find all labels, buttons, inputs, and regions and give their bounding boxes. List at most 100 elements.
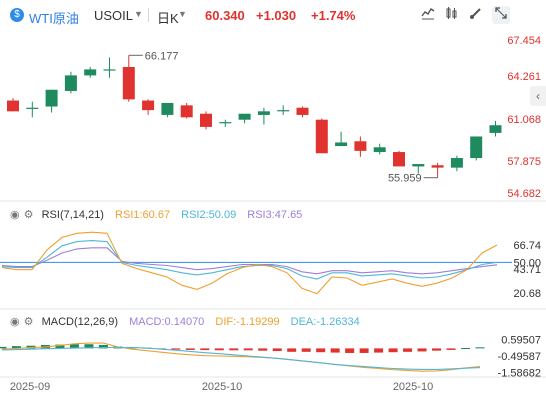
macd-histogram-bar bbox=[446, 348, 456, 350]
macd-tick-label: 0.59507 bbox=[501, 334, 541, 346]
price-tick-label: 54.682 bbox=[507, 188, 541, 200]
dea-value: DEA:-1.26334 bbox=[290, 316, 360, 328]
macd-histogram-bar bbox=[316, 348, 326, 353]
eye-icon[interactable]: ◉ bbox=[10, 316, 20, 328]
macd-histogram-bar bbox=[461, 348, 471, 350]
candle-body bbox=[200, 113, 212, 127]
candle-body bbox=[84, 69, 97, 76]
macd-histogram-bar bbox=[287, 348, 297, 352]
macd-histogram-bar bbox=[229, 348, 239, 351]
macd-histogram-bar bbox=[345, 348, 355, 353]
macd-tick-label: -1.58682 bbox=[498, 368, 541, 380]
macd-histogram-bar bbox=[388, 348, 398, 353]
candle-body bbox=[122, 67, 135, 100]
candle-body bbox=[142, 100, 155, 111]
symbol-logo-icon: $ bbox=[10, 8, 24, 22]
macd-tick-label: -0.49587 bbox=[498, 351, 541, 363]
timeframe-selector[interactable]: 日K bbox=[157, 11, 179, 26]
candle-body bbox=[373, 147, 386, 153]
candle-body bbox=[393, 152, 405, 167]
rsi1-line bbox=[1, 231, 498, 295]
candle-body bbox=[180, 105, 193, 118]
macd-histogram-bar bbox=[11, 346, 21, 349]
rsi2-value: RSI2:50.09 bbox=[181, 209, 237, 221]
candle-body bbox=[161, 102, 174, 115]
candle-body bbox=[238, 113, 251, 120]
rsi-title: RSI(7,14,21) bbox=[41, 209, 104, 221]
price-tick-label: 67.454 bbox=[507, 35, 541, 47]
macd-value: MACD:0.14070 bbox=[129, 316, 205, 328]
price-change: +1.030 bbox=[256, 8, 297, 23]
rsi-tick-label: 66.74 bbox=[513, 240, 541, 252]
macd-histogram-bar bbox=[0, 346, 7, 349]
candle-body bbox=[489, 125, 502, 133]
eye-icon[interactable]: ◉ bbox=[10, 209, 20, 221]
x-axis-label: 2025-09 bbox=[10, 381, 50, 393]
rsi1-value: RSI1:60.67 bbox=[115, 209, 171, 221]
chart-header: $ WTI原油 USOIL ▼ 日K ▼ 60.340 +1.030 +1.74… bbox=[0, 0, 546, 30]
macd-histogram-bar bbox=[69, 344, 79, 349]
rsi-tick-label: 20.68 bbox=[513, 288, 541, 300]
candle-body bbox=[296, 107, 309, 115]
macd-histogram-bar bbox=[330, 348, 340, 353]
macd-histogram-bar bbox=[243, 348, 253, 351]
candle-body bbox=[277, 110, 290, 112]
settings-icon[interactable]: ⚙ bbox=[23, 316, 34, 328]
rsi-tick-label: 43.71 bbox=[513, 264, 541, 276]
symbol-code[interactable]: USOIL bbox=[94, 8, 134, 23]
macd-histogram-bar bbox=[214, 348, 224, 351]
macd-histogram-bar bbox=[301, 348, 311, 352]
symbol-name[interactable]: WTI原油 bbox=[29, 11, 79, 26]
candle-body bbox=[219, 122, 232, 124]
candle-body bbox=[450, 158, 463, 168]
side-panel-collapse-icon[interactable]: ‹ bbox=[530, 86, 546, 106]
brush-icon[interactable] bbox=[467, 6, 485, 24]
candles: 66.177 55.959 bbox=[7, 50, 502, 185]
macd-histogram-bar bbox=[84, 344, 94, 349]
line-chart-icon[interactable] bbox=[419, 6, 437, 24]
candle-body bbox=[412, 164, 425, 167]
macd-histogram-bar bbox=[55, 344, 65, 349]
header-divider bbox=[148, 8, 149, 22]
dif-value: DIF:-1.19299 bbox=[215, 316, 280, 328]
macd-histogram-bar bbox=[432, 348, 442, 351]
axes: 67.454 64.261 61.068 57.875 54.682 66.74 50.00… bbox=[10, 35, 541, 393]
macd-histogram-bar bbox=[185, 348, 195, 350]
macd-histogram-bar bbox=[98, 344, 108, 349]
bar-chart-icon[interactable] bbox=[443, 6, 461, 24]
symbol-dropdown-icon[interactable]: ▼ bbox=[134, 9, 143, 19]
macd-plot bbox=[0, 342, 485, 372]
candle-body bbox=[64, 75, 77, 91]
candle-body bbox=[7, 100, 19, 112]
x-axis-label: 2025-10 bbox=[393, 381, 433, 393]
macd-histogram-bar bbox=[475, 347, 485, 349]
candle-body bbox=[470, 136, 483, 159]
macd-histogram-bar bbox=[171, 348, 181, 350]
candle-body bbox=[103, 69, 116, 71]
dif-line bbox=[1, 342, 481, 372]
candle-body bbox=[335, 142, 348, 147]
settings-icon[interactable]: ⚙ bbox=[23, 209, 34, 221]
rsi3-value: RSI3:47.65 bbox=[247, 209, 303, 221]
macd-title: MACD(12,26,9) bbox=[41, 316, 119, 328]
candle-body bbox=[431, 165, 444, 168]
macd-histogram-bar bbox=[374, 348, 384, 353]
low-price-label: 55.959 bbox=[388, 173, 422, 185]
macd-histogram-bar bbox=[359, 348, 369, 353]
macd-histogram-bar bbox=[200, 348, 210, 351]
dea-line bbox=[1, 346, 481, 370]
macd-histogram-bar bbox=[417, 348, 427, 352]
candle-body bbox=[354, 141, 367, 151]
fullscreen-icon[interactable] bbox=[492, 6, 510, 24]
timeframe-dropdown-icon[interactable]: ▼ bbox=[178, 9, 187, 19]
price-change-percent: +1.74% bbox=[311, 8, 356, 23]
macd-legend: ◉ ⚙ MACD(12,26,9) MACD:0.14070 DIF:-1.19… bbox=[0, 315, 360, 328]
rsi3-line bbox=[1, 247, 498, 275]
macd-histogram-bar bbox=[403, 348, 413, 352]
price-tick-label: 61.068 bbox=[507, 114, 541, 126]
rsi-lines bbox=[0, 231, 512, 295]
last-price: 60.340 bbox=[205, 8, 245, 23]
candle-body bbox=[26, 107, 39, 109]
